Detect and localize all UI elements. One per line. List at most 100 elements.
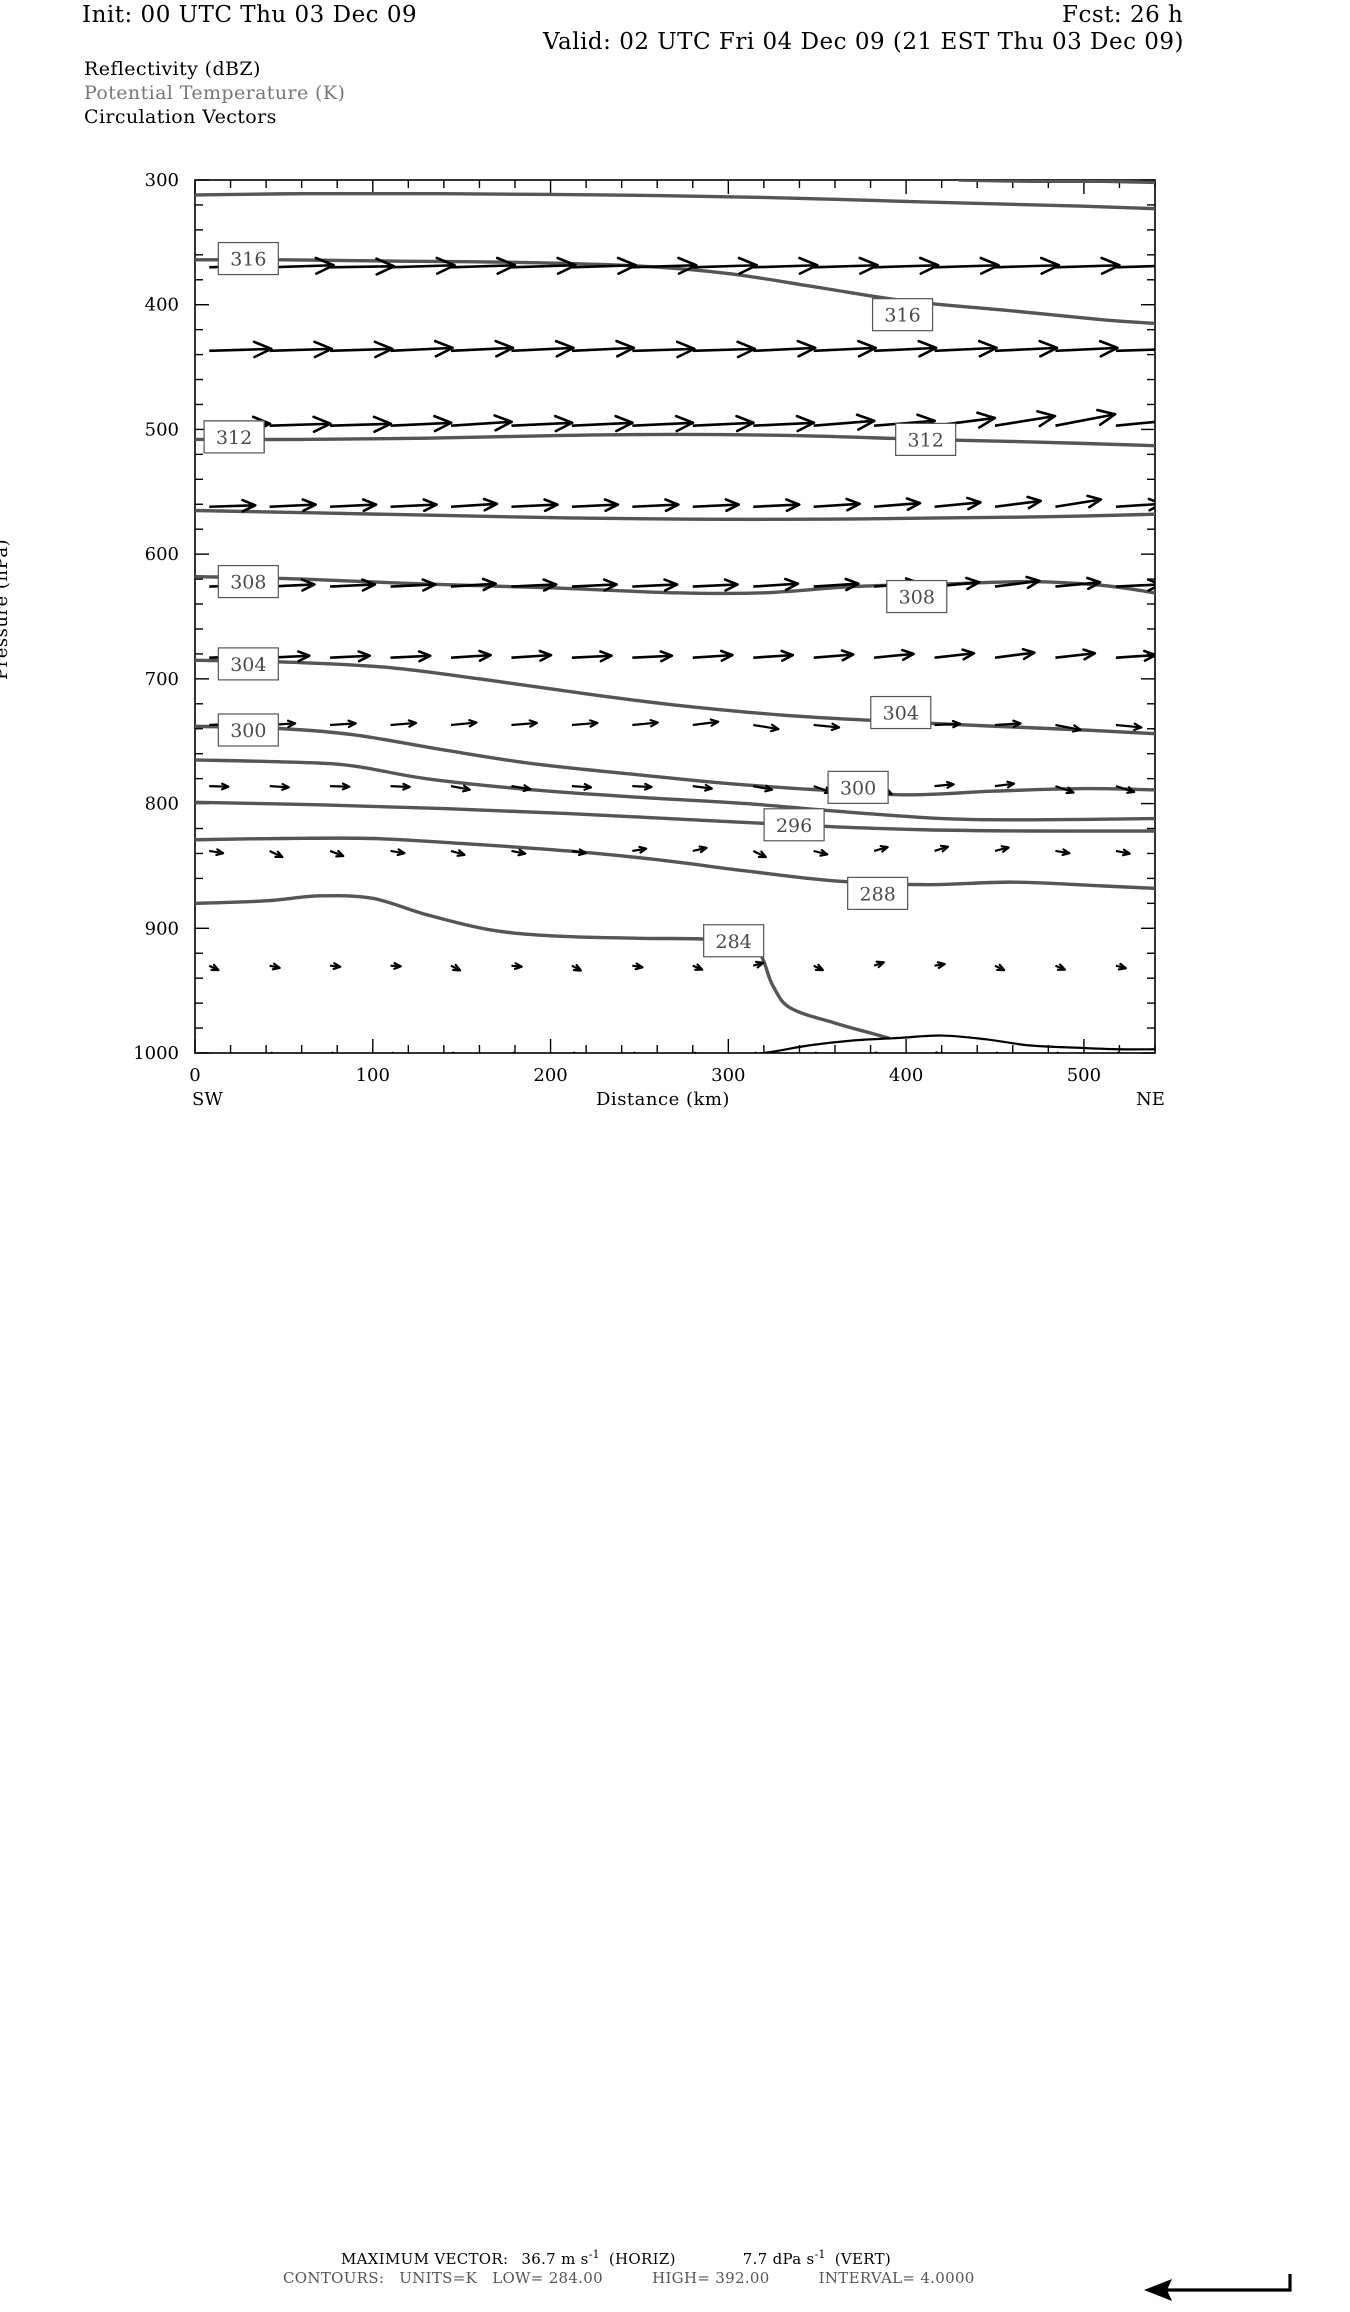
vector-shaft [391, 505, 437, 507]
y-tick-label: 600 [145, 544, 179, 565]
vector-shaft [330, 349, 392, 351]
vector-shaft [814, 348, 876, 351]
vector-arrowhead [210, 1053, 217, 1058]
contour-label: 304 [871, 697, 931, 729]
svg-text:308: 308 [899, 587, 935, 609]
contour-label: 312 [896, 423, 956, 455]
valid-time-label: Valid: 02 UTC Fri 04 Dec 09 (21 EST Thu … [543, 29, 1184, 55]
vector-shaft [572, 584, 617, 586]
vector-shaft [995, 265, 1059, 267]
vector-shaft [391, 423, 452, 426]
theta-contour-line [959, 180, 1155, 182]
max-vector-horiz-value: 36.7 m s [513, 2250, 588, 2268]
vector-shaft [935, 1055, 943, 1056]
contours-label: CONTOURS: [283, 2269, 384, 2287]
vector-shaft [1116, 265, 1180, 267]
vector-shaft [330, 1055, 338, 1056]
vector-shaft [632, 584, 677, 586]
max-vector-vert-value: 7.7 dPa s [681, 2250, 815, 2268]
theta-contours [195, 180, 1155, 1038]
vector-shaft [330, 424, 391, 426]
vector-shaft [270, 424, 331, 426]
x-tick-label: 500 [1067, 1065, 1101, 1086]
vector-shaft [753, 505, 799, 507]
svg-text:316: 316 [230, 249, 266, 271]
contour-label: 308 [887, 581, 947, 613]
contour-label: 300 [828, 771, 888, 803]
vector-shaft [511, 1055, 519, 1056]
vector-shaft [270, 505, 316, 507]
vector-shaft [995, 348, 1057, 351]
vector-shaft [753, 1055, 761, 1056]
theta-contour-line [195, 510, 1155, 519]
vector-shaft [1116, 420, 1177, 426]
vector-shaft [270, 265, 334, 267]
theta-contour-line [195, 194, 1155, 209]
svg-text:300: 300 [840, 777, 876, 799]
vector-shaft [935, 348, 997, 351]
contour-label: 308 [218, 566, 278, 598]
y-tick-label: 900 [145, 918, 179, 939]
vector-shaft [753, 265, 817, 267]
contour-label: 304 [218, 648, 278, 680]
y-tick-label: 1000 [133, 1043, 179, 1064]
vector-shaft [814, 1055, 822, 1056]
vector-shaft [693, 1055, 701, 1056]
vector-shaft [1055, 265, 1119, 267]
vector-shaft [511, 265, 575, 267]
vector-shaft [209, 505, 255, 506]
vector-shaft [1116, 349, 1178, 351]
max-vector-vert-tag: (VERT) [831, 2250, 891, 2268]
max-vector-horiz-exponent: -1 [589, 2248, 600, 2261]
theta-contour-line [195, 260, 1155, 324]
vector-shaft [1055, 1055, 1063, 1056]
vector-shaft [874, 1055, 882, 1056]
vector-arrowhead [1159, 414, 1176, 429]
svg-text:312: 312 [908, 429, 944, 451]
max-vector-vert-exponent: -1 [815, 2248, 826, 2261]
header-block: Init: 00 UTC Thu 03 Dec 09 Fcst: 26 h Va… [0, 0, 1350, 140]
y-tick-label: 400 [145, 295, 179, 316]
contour-label: 296 [764, 809, 824, 841]
vector-shaft [632, 1055, 640, 1056]
svg-text:304: 304 [230, 654, 266, 676]
vector-shaft [391, 265, 455, 267]
terrain-surface-line [195, 1036, 1155, 1063]
vector-shaft [330, 505, 376, 507]
contours-interval: INTERVAL= 4.0000 [775, 2269, 975, 2287]
vector-shaft [330, 584, 375, 586]
vector-shaft [391, 1055, 399, 1056]
contour-label: 316 [218, 243, 278, 275]
vector-shaft [572, 423, 633, 426]
theta-contour-line [195, 802, 1155, 831]
x-tick-label: 400 [889, 1065, 923, 1086]
vector-shaft [270, 349, 332, 351]
vector-arrowhead [1161, 342, 1178, 357]
vector-shaft [209, 349, 271, 351]
y-tick-label: 700 [145, 669, 179, 690]
vector-shaft [693, 505, 739, 507]
vector-shaft [511, 348, 573, 351]
vector-shaft [874, 265, 938, 267]
theta-contour-line [195, 896, 888, 1038]
contour-label: 316 [873, 299, 933, 331]
field-label-potential-temperature: Potential Temperature (K) [84, 82, 345, 104]
svg-text:288: 288 [860, 883, 896, 905]
contours-info-line: CONTOURS: UNITS=K LOW= 284.00 HIGH= 392.… [283, 2269, 975, 2287]
x-axis-title: Distance (km) [596, 1089, 730, 1110]
vector-shaft [270, 1055, 278, 1056]
forecast-hour-label: Fcst: 26 h [1062, 2, 1183, 28]
footer-block: MAXIMUM VECTOR: 36.7 m s-1 (HORIZ) 7.7 d… [0, 1120, 1350, 1200]
x-tick-label: 0 [189, 1065, 200, 1086]
vector-shaft [693, 349, 755, 351]
vector-shaft [209, 1055, 217, 1058]
contour-label: 300 [218, 714, 278, 746]
max-vector-label: MAXIMUM VECTOR: [341, 2250, 508, 2268]
vector-shaft [632, 505, 678, 507]
x-tick-label: 300 [711, 1065, 745, 1086]
y-axis-title: Pressure (hPa) [0, 539, 12, 680]
theta-contour-line [195, 434, 1155, 445]
vector-shaft [451, 265, 515, 267]
